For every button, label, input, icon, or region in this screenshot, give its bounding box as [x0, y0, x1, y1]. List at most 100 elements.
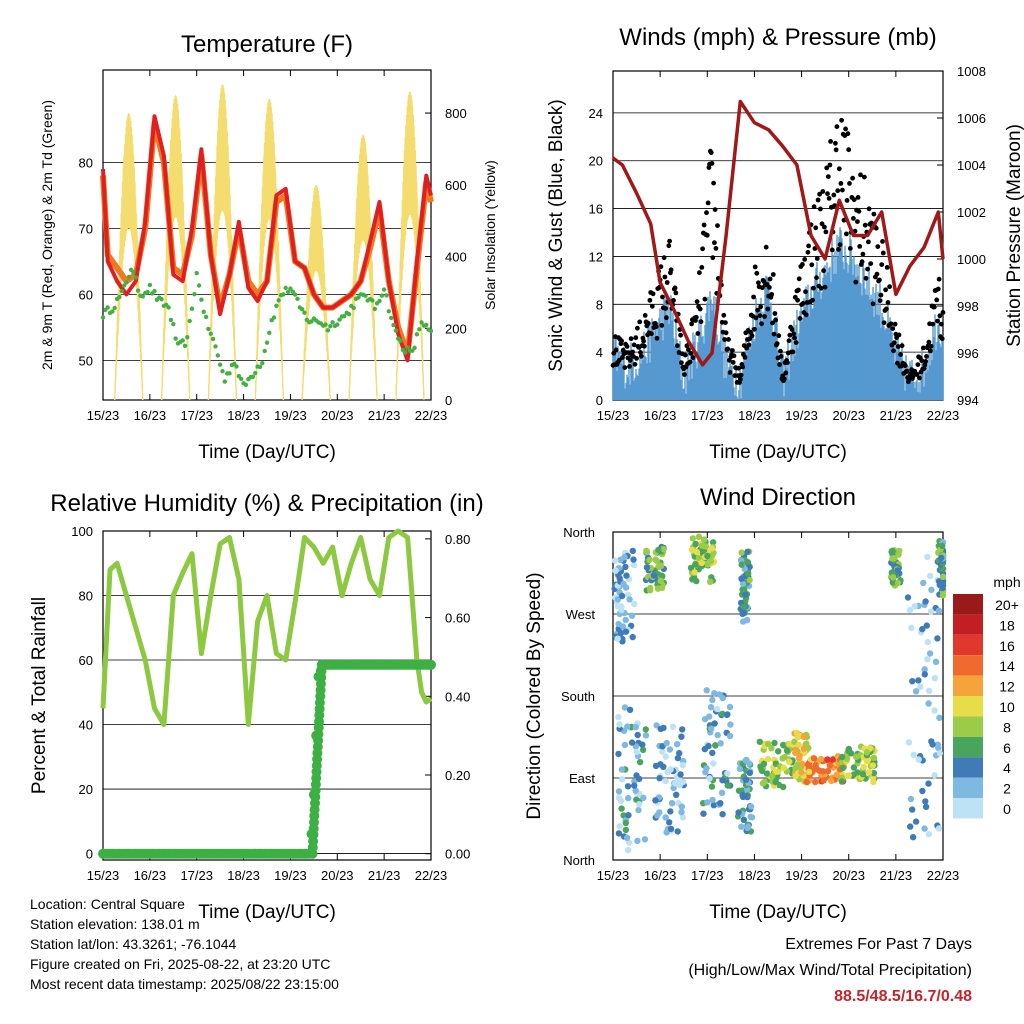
dewpoint-point [257, 364, 263, 370]
precipitation-point [316, 659, 327, 670]
wind-direction-point [759, 780, 767, 787]
gust-point [899, 343, 905, 349]
gust-point [892, 321, 898, 327]
wind-direction-point [678, 808, 685, 816]
wind-direction-point [650, 572, 658, 579]
dewpoint-point [121, 283, 127, 288]
wind-direction-point [817, 755, 825, 763]
panel-title: Wind Direction [700, 484, 856, 511]
gust-point [689, 321, 694, 327]
dewpoint-point [208, 331, 213, 336]
wind-direction-point [691, 569, 698, 576]
dewpoint-point [342, 314, 347, 319]
gust-point [836, 247, 841, 252]
y-tick-label: East [569, 771, 595, 786]
gust-point [847, 181, 852, 186]
wind-direction-point [742, 757, 749, 764]
x-tick-label: 20/23 [832, 408, 865, 423]
gust-point [844, 231, 849, 237]
x-tick-label: 22/23 [415, 868, 448, 883]
gust-point [770, 320, 775, 326]
gust-point [934, 297, 940, 303]
x-axis-label: Time (Day/UTC) [709, 442, 847, 463]
gust-point [686, 347, 691, 352]
wind-direction-point [666, 746, 674, 753]
dewpoint-point [330, 320, 335, 325]
wind-direction-point [630, 561, 638, 569]
gust-point [701, 222, 707, 228]
y2-tick-label: 0.20 [445, 768, 470, 783]
gust-point [895, 344, 901, 349]
x-tick-label: 21/23 [880, 408, 913, 423]
wind-direction-point [723, 711, 731, 719]
wind-direction-point [740, 618, 747, 625]
gust-point [818, 206, 823, 212]
wind-direction-point [847, 750, 855, 757]
gust-point [659, 323, 665, 328]
wind-direction-point [904, 594, 912, 601]
gust-point [663, 306, 668, 311]
wind-direction-point [839, 753, 846, 761]
gust-point [795, 297, 800, 303]
wind-direction-point [917, 683, 924, 690]
gust-point [843, 126, 848, 132]
panel-1: Temperature (F) 15/23 16/23 17/23 18/23 19/23… [39, 31, 498, 463]
wind-direction-point [704, 552, 711, 560]
gust-point [688, 351, 694, 356]
wind-direction-point [633, 748, 640, 756]
wind-direction-point [620, 580, 627, 588]
gust-point [928, 343, 934, 349]
wind-direction-point [626, 706, 634, 713]
y-tick-label: 20 [589, 154, 603, 169]
gust-point [679, 360, 684, 366]
gust-point [699, 265, 705, 270]
wind-direction-point [739, 792, 746, 799]
wind-direction-point [934, 635, 941, 642]
gust-point [837, 242, 843, 248]
gust-point [883, 287, 888, 293]
gust-point [763, 244, 769, 250]
wind-direction-point [622, 826, 630, 834]
wind-direction-point [925, 700, 932, 707]
gust-point [698, 319, 704, 325]
gust-point [926, 339, 932, 345]
dewpoint-point [173, 336, 178, 341]
dewpoint-point [351, 305, 356, 311]
gust-point [844, 198, 850, 203]
gust-point [811, 285, 816, 291]
gust-point [790, 349, 796, 355]
wind-direction-point [853, 753, 860, 760]
gust-point [880, 239, 885, 244]
elevation-text: Station elevation: 138.01 m [30, 916, 200, 932]
legend-swatch [953, 634, 983, 656]
wind-direction-point [738, 823, 745, 830]
wind-direction-point [646, 556, 653, 564]
dewpoint-point [199, 297, 204, 302]
gust-point [814, 256, 820, 261]
wind-direction-point [629, 633, 636, 641]
wind-direction-point [746, 576, 753, 584]
gust-point [834, 124, 840, 129]
dewpoint-point [403, 350, 408, 355]
wind-direction-point [643, 548, 651, 556]
x-tick-label: 18/23 [738, 408, 771, 423]
gust-point [730, 348, 735, 353]
dewpoint-point [133, 275, 138, 280]
gust-point [821, 268, 826, 274]
gust-point [862, 222, 868, 228]
wind-direction-point [921, 671, 928, 678]
gust-point [682, 352, 688, 358]
y2-tick-label: 200 [445, 321, 467, 336]
gust-point [800, 262, 805, 267]
x-tick-label: 17/23 [180, 408, 213, 423]
dewpoint-point [253, 370, 258, 376]
wind-direction-point [716, 691, 723, 698]
x-tick-label: 16/23 [644, 408, 677, 423]
wind-direction-point [921, 825, 928, 832]
gust-point [633, 335, 639, 341]
dewpoint-point [271, 315, 277, 320]
gust-point [813, 225, 819, 231]
dewpoint-point [281, 292, 286, 297]
y-tick-label: South [561, 689, 595, 704]
gust-point [619, 338, 624, 344]
